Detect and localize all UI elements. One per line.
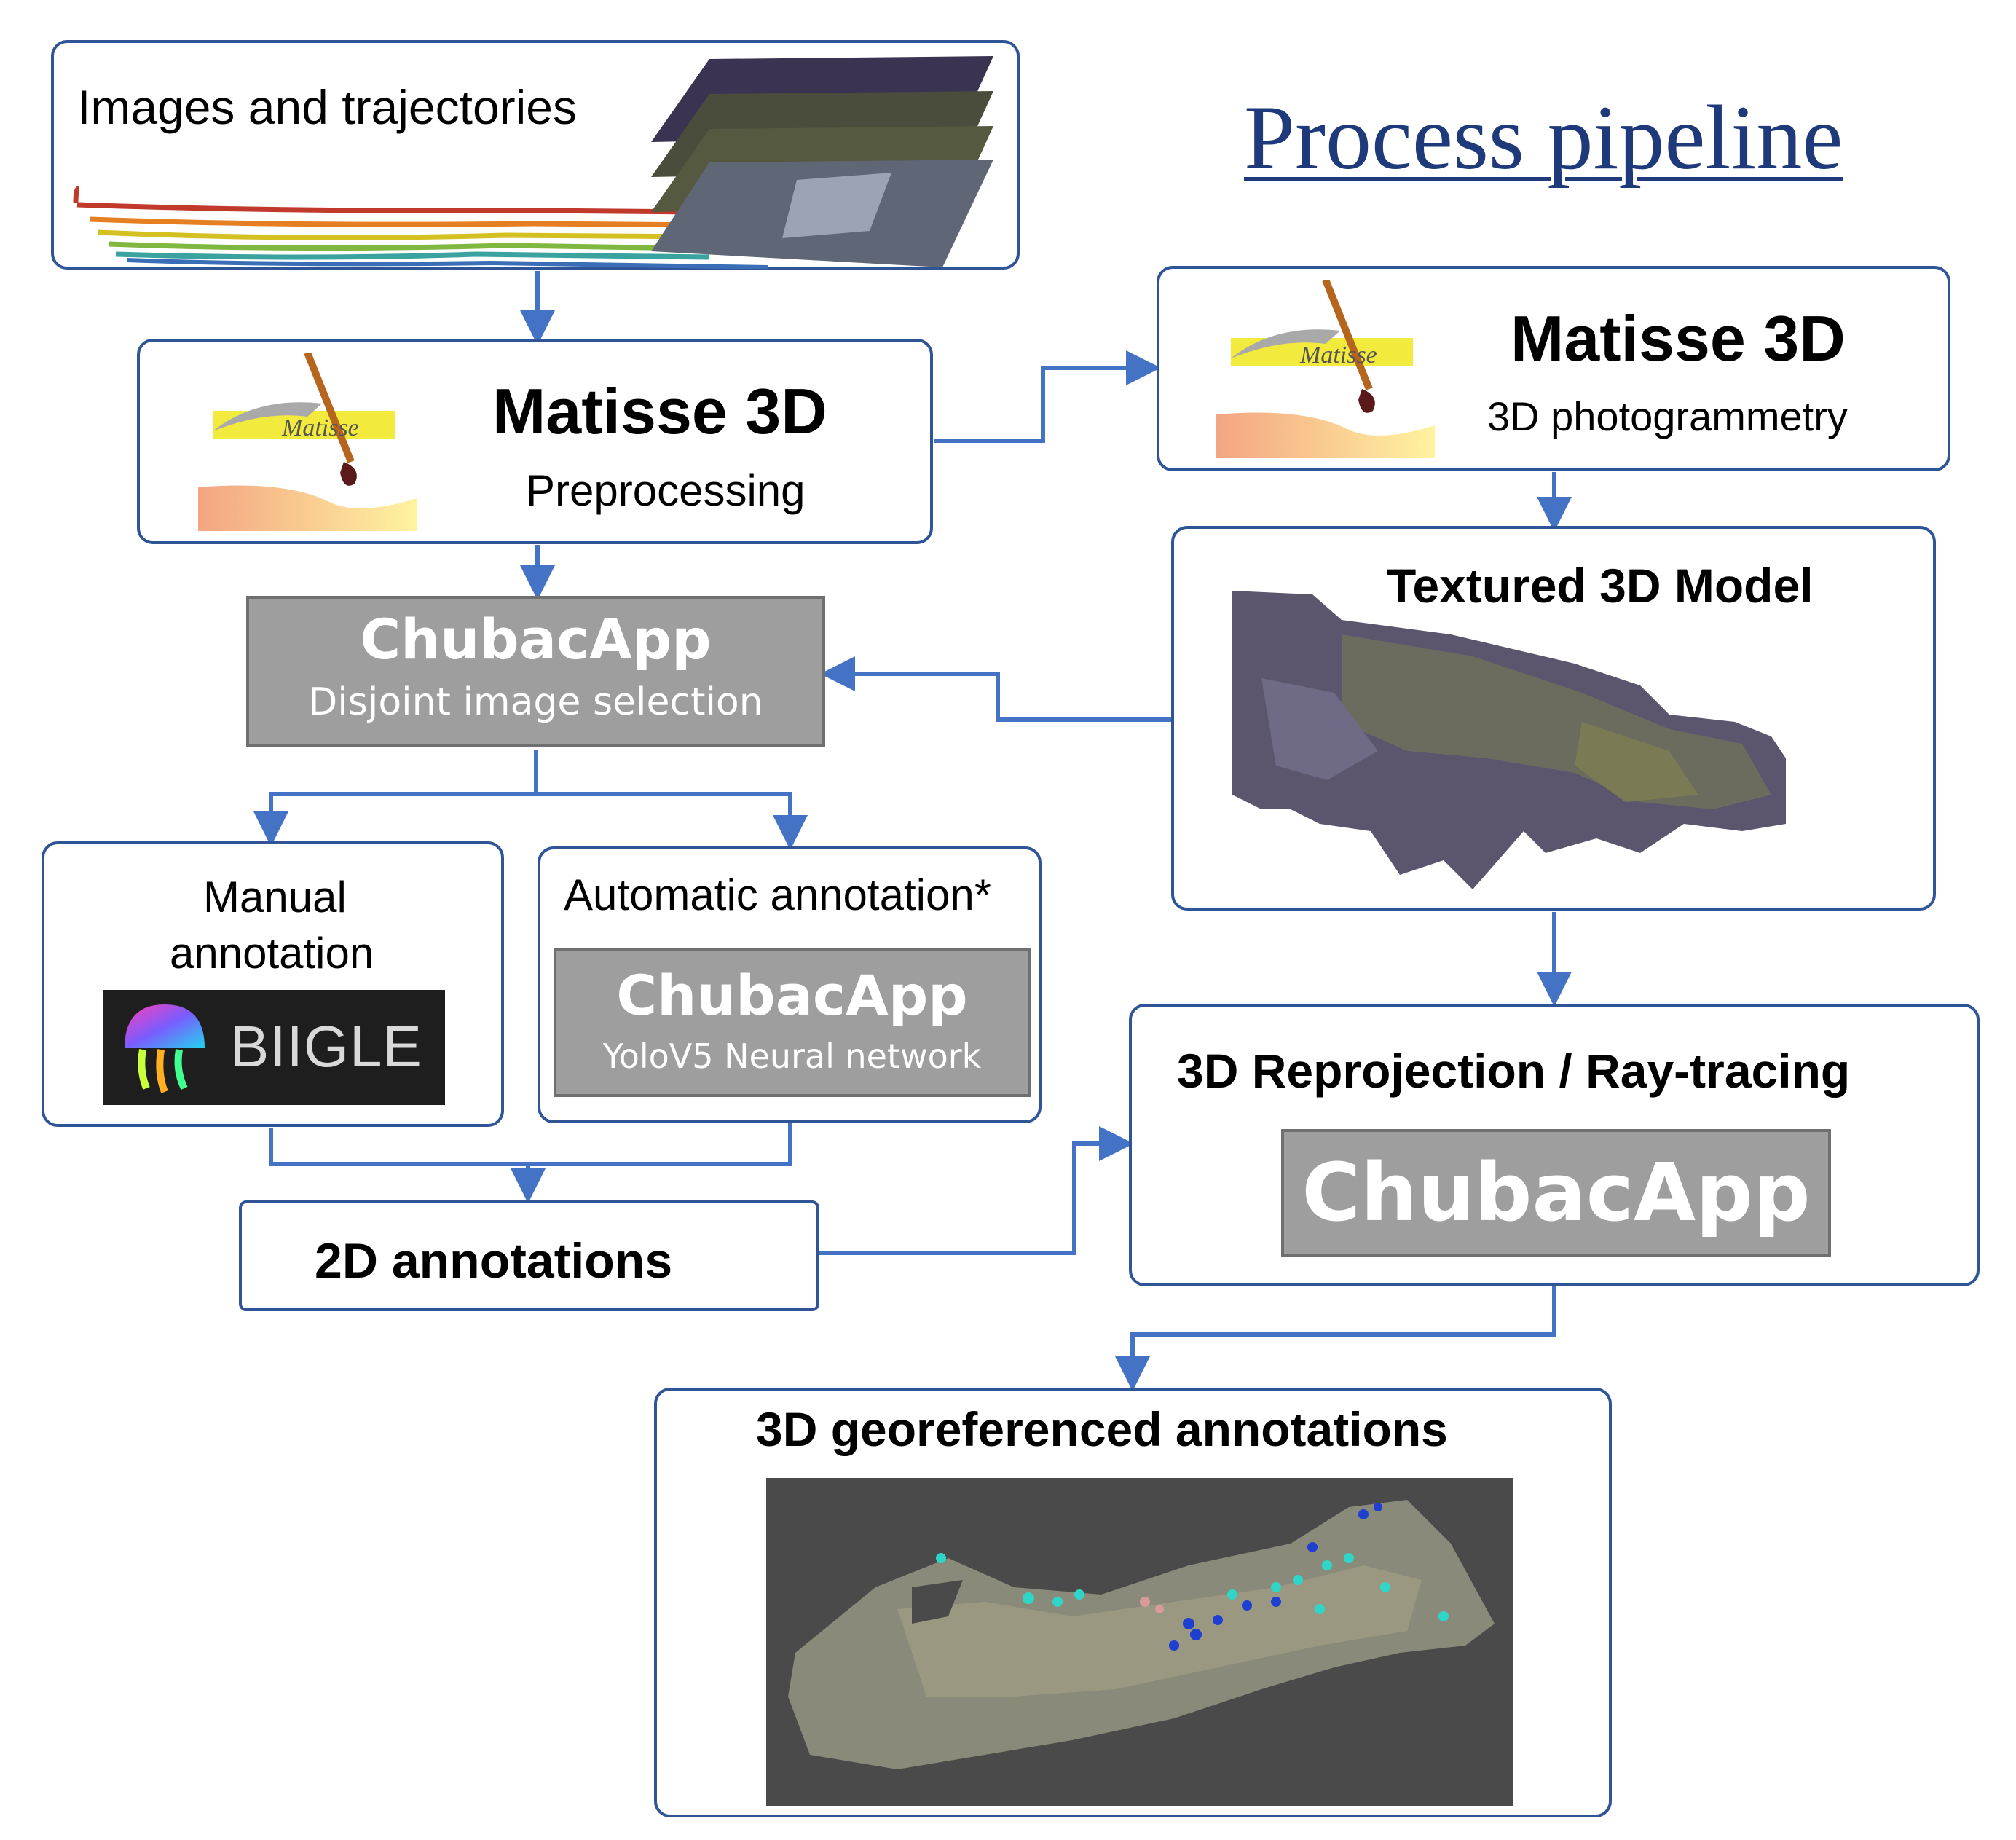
annotations-2d-label: 2D annotations <box>315 1233 673 1289</box>
chubacapp-selection-subtitle: Disjoint image selection <box>308 680 763 724</box>
arrow-reprojection-to-georeferenced <box>1115 1286 1556 1391</box>
arrow-auto-to-2d <box>528 1123 792 1166</box>
chubacapp-selection-node: ChubacApp Disjoint image selection <box>246 596 825 747</box>
arrow-selection-to-auto <box>536 792 808 850</box>
georeferenced-annotations-label: 3D georeferenced annotations <box>756 1402 1448 1456</box>
chubacapp-yolo-box: ChubacApp YoloV5 Neural network <box>554 948 1031 1097</box>
chubacapp-reprojection-box: ChubacApp <box>1281 1129 1831 1257</box>
georeferenced-model-image <box>766 1478 1513 1806</box>
manual-annotation-node: Manual annotation BIIGLE <box>42 841 504 1127</box>
biigle-logo: BIIGLE <box>103 990 445 1105</box>
trajectories-image <box>73 186 768 269</box>
textured-model-node: Textured 3D Model <box>1171 526 1936 911</box>
automatic-annotation-label: Automatic annotation* <box>564 870 992 919</box>
textured-model-label: Textured 3D Model <box>1387 559 1814 613</box>
arrow-manual-to-2d <box>269 1128 546 1203</box>
chubacapp-yolo-subtitle: YoloV5 Neural network <box>602 1037 982 1076</box>
georeferenced-annotations-node: 3D georeferenced annotations <box>654 1388 1612 1817</box>
biigle-wordmark: BIIGLE <box>230 1014 422 1079</box>
matisse-logo-text: Matisse <box>1300 342 1377 369</box>
matisse-preprocessing-node: Matisse Matisse 3D Preprocessing <box>137 339 933 544</box>
chubacapp-reprojection-title: ChubacApp <box>1302 1146 1811 1239</box>
matisse-photogrammetry-subtitle: 3D photogrammetry <box>1487 393 1848 439</box>
matisse-photogrammetry-title: Matisse 3D <box>1511 302 1846 374</box>
reprojection-node: 3D Reprojection / Ray-tracing ChubacApp <box>1129 1004 1980 1286</box>
textured-model-image <box>1232 591 1786 889</box>
arrow-2d-to-reprojection <box>819 1126 1134 1255</box>
arrow-selection-to-manual <box>253 750 538 846</box>
manual-annotation-line2: annotation <box>170 929 374 978</box>
matisse-logo-icon <box>1216 280 1435 458</box>
image-stack-icon <box>651 56 993 267</box>
annotations-2d-node: 2D annotations <box>239 1200 819 1311</box>
arrow-model-to-selection <box>820 656 1174 722</box>
automatic-annotation-node: Automatic annotation* ChubacApp YoloV5 N… <box>538 846 1042 1123</box>
matisse-logo-icon <box>198 353 417 531</box>
images-trajectories-label: Images and trajectories <box>77 80 578 134</box>
page-title: Process pipeline <box>1244 87 1843 189</box>
matisse-preprocessing-title: Matisse 3D <box>492 375 827 447</box>
matisse-logo-text: Matisse <box>282 414 359 441</box>
manual-annotation-line1: Manual <box>203 873 347 921</box>
chubacapp-selection-title: ChubacApp <box>360 607 712 672</box>
reprojection-label: 3D Reprojection / Ray-tracing <box>1177 1044 1851 1098</box>
matisse-photogrammetry-node: Matisse Matisse 3D 3D photogrammetry <box>1157 266 1950 471</box>
matisse-preprocessing-subtitle: Preprocessing <box>526 466 806 515</box>
chubacapp-yolo-title: ChubacApp <box>616 963 968 1028</box>
arrow-preprocessing-to-photogrammetry <box>934 350 1161 443</box>
images-trajectories-node: Images and trajectories <box>51 40 1020 270</box>
jellyfish-icon <box>125 1004 205 1093</box>
